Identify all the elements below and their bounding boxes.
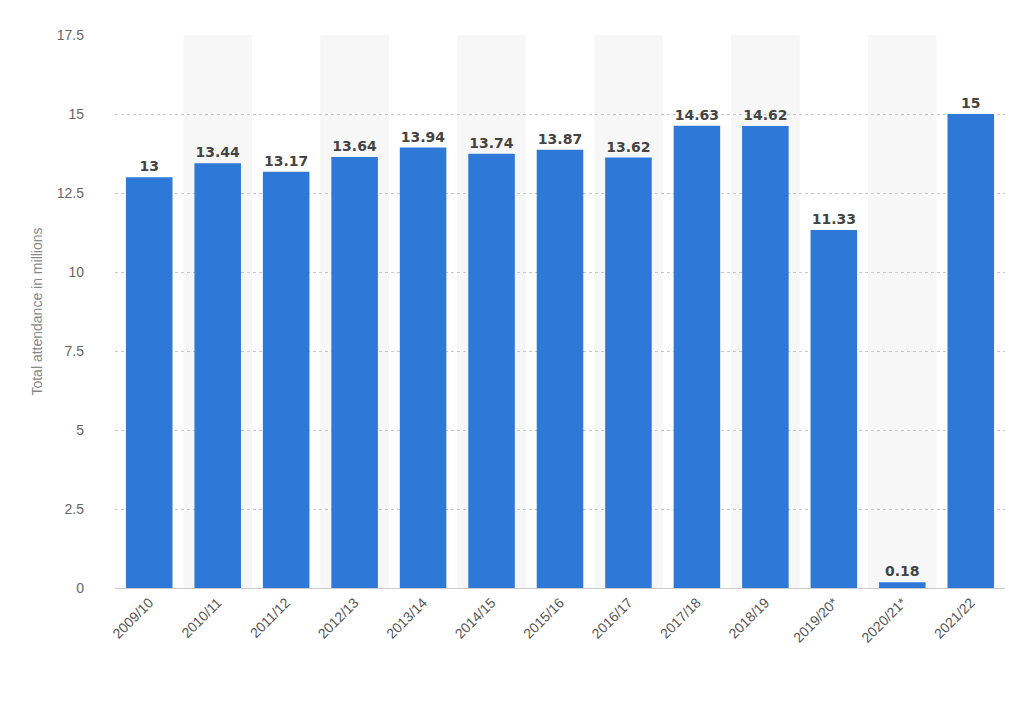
svg-text:13.62: 13.62 <box>606 139 650 155</box>
svg-text:2010/11: 2010/11 <box>178 594 225 641</box>
svg-text:2011/12: 2011/12 <box>247 594 294 641</box>
svg-text:14.63: 14.63 <box>675 107 719 123</box>
svg-text:13: 13 <box>139 158 158 174</box>
svg-text:10: 10 <box>68 264 84 280</box>
svg-text:17.5: 17.5 <box>57 27 84 43</box>
svg-text:2017/18: 2017/18 <box>657 594 704 641</box>
svg-text:13.17: 13.17 <box>264 153 308 169</box>
svg-text:13.87: 13.87 <box>538 131 582 147</box>
svg-text:13.64: 13.64 <box>332 138 377 154</box>
svg-text:2016/17: 2016/17 <box>588 594 635 641</box>
svg-text:0: 0 <box>76 580 84 596</box>
svg-text:2012/13: 2012/13 <box>315 594 362 641</box>
svg-text:7.5: 7.5 <box>65 343 85 359</box>
svg-text:12.5: 12.5 <box>57 185 84 201</box>
svg-text:2013/14: 2013/14 <box>383 594 430 641</box>
svg-text:13.94: 13.94 <box>401 129 446 145</box>
svg-text:15: 15 <box>68 106 84 122</box>
svg-text:15: 15 <box>961 95 980 111</box>
svg-text:2015/16: 2015/16 <box>520 594 567 641</box>
svg-text:2020/21*: 2020/21* <box>858 594 909 645</box>
svg-text:13.44: 13.44 <box>195 144 240 160</box>
svg-text:2.5: 2.5 <box>65 501 85 517</box>
svg-text:2021/22: 2021/22 <box>931 594 978 641</box>
svg-text:2018/19: 2018/19 <box>725 594 772 641</box>
svg-text:14.62: 14.62 <box>743 107 787 123</box>
svg-text:2009/10: 2009/10 <box>109 594 156 641</box>
svg-text:2019/20*: 2019/20* <box>790 594 841 645</box>
svg-text:11.33: 11.33 <box>812 211 856 227</box>
svg-text:2014/15: 2014/15 <box>452 594 499 641</box>
svg-text:5: 5 <box>76 422 84 438</box>
svg-text:13.74: 13.74 <box>469 135 514 151</box>
svg-text:Total attendance in millions: Total attendance in millions <box>29 227 45 395</box>
svg-text:0.18: 0.18 <box>885 563 920 579</box>
